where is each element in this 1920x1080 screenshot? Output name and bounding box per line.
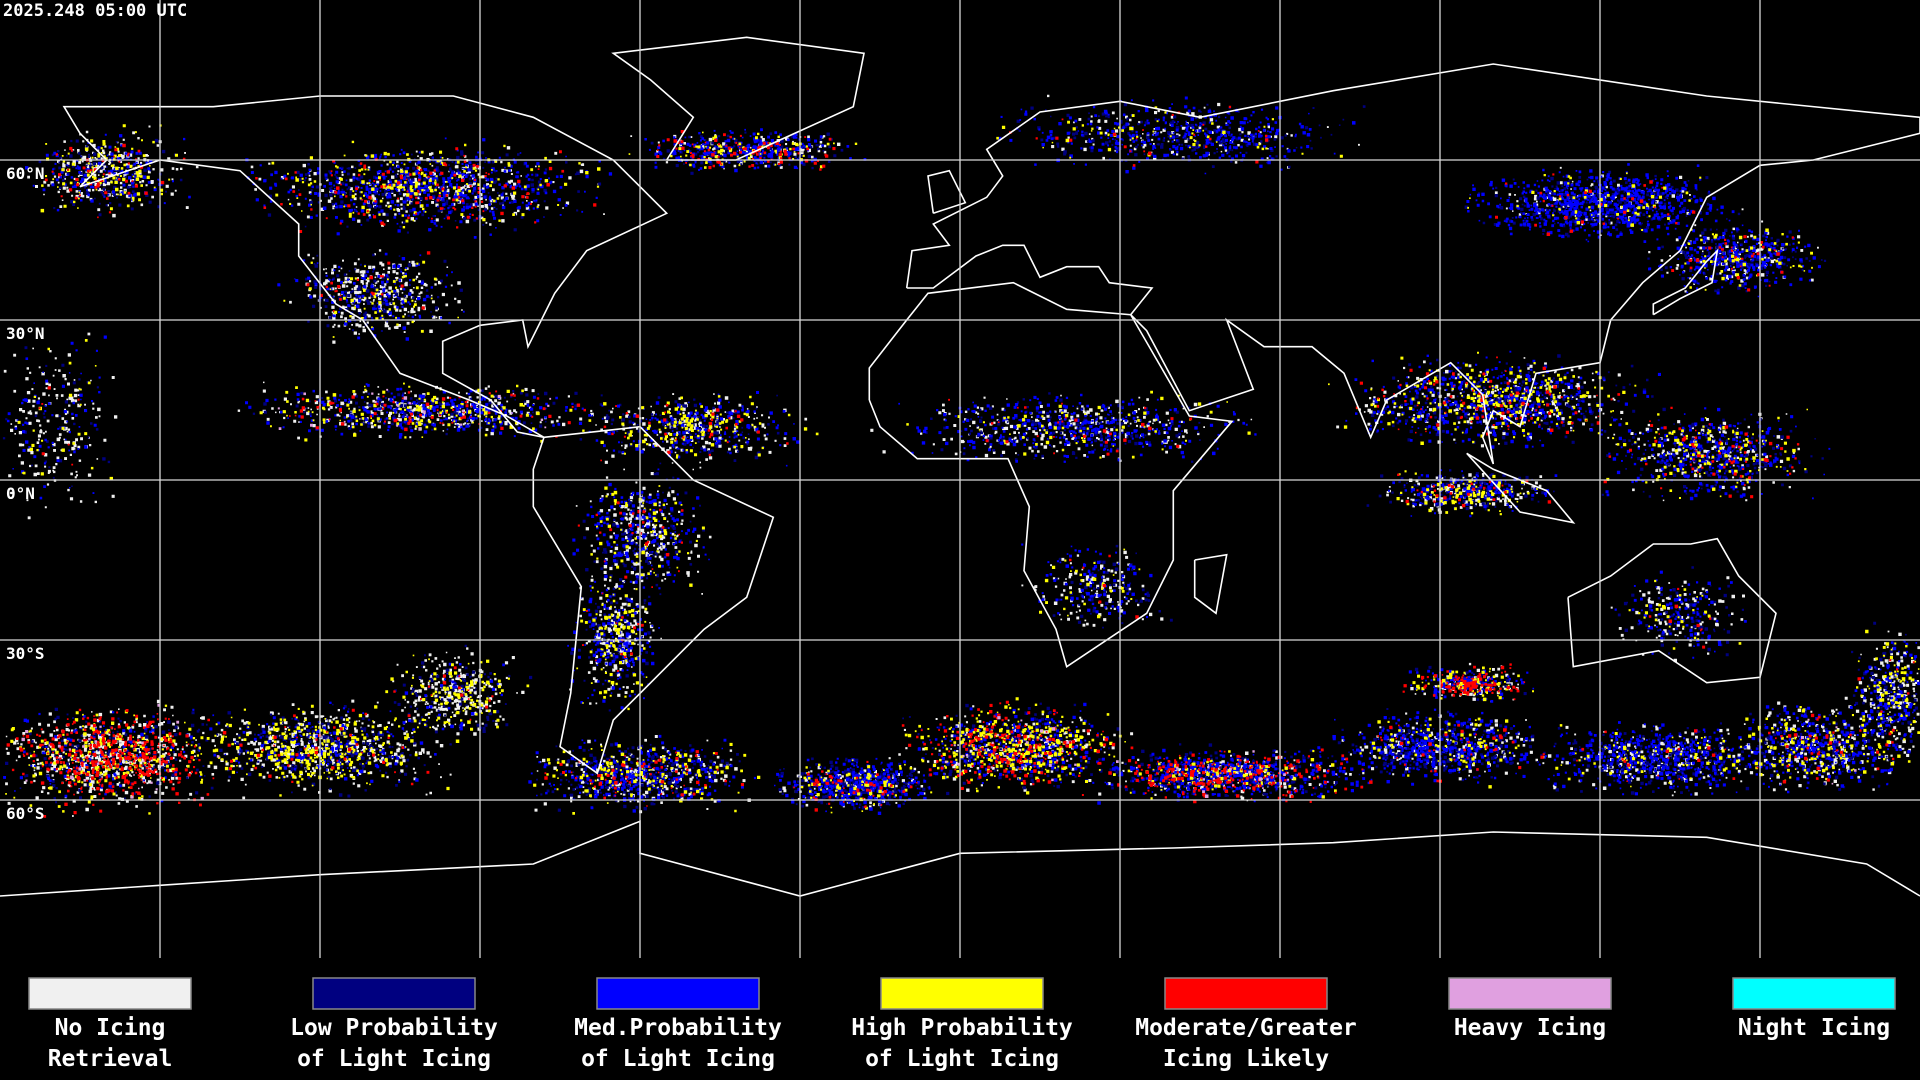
coastline [532, 425, 775, 775]
graticule [0, 0, 1920, 958]
legend-label: Moderate/Greater [1135, 1015, 1357, 1041]
legend-label: of Light Icing [581, 1046, 775, 1072]
coastline [1652, 248, 1719, 316]
legend-label: Retrieval [48, 1046, 173, 1072]
legend-label: No Icing [55, 1015, 166, 1041]
coastline [1193, 553, 1228, 615]
legend-swatch [312, 977, 476, 1010]
legend-label: Night Icing [1738, 1015, 1890, 1041]
latitude-label: 60°S [6, 804, 45, 823]
timestamp: 2025.248 05:00 UTC [3, 1, 187, 21]
latitude-label: 30°S [6, 644, 45, 663]
legend-swatch [1448, 977, 1612, 1010]
coastline [1466, 452, 1576, 524]
coastline [611, 36, 865, 161]
latitude-label: 30°N [6, 324, 45, 343]
legend-label: Low Probability [290, 1015, 498, 1041]
legend-label: High Probability [851, 1015, 1073, 1041]
legend-label: of Light Icing [297, 1046, 491, 1072]
coastline [1567, 537, 1777, 684]
coastline [0, 820, 1920, 897]
legend-swatch [28, 977, 192, 1010]
legend-swatch [596, 977, 760, 1010]
coastline [62, 95, 669, 439]
legend-label: Icing Likely [1163, 1046, 1329, 1072]
map-labels: 60°N 30°N 0°N 30°S 60°S [6, 164, 45, 823]
legend: No Icing Retrieval Low Probability of Light… [28, 977, 1896, 1072]
legend-label: Med.Probability [574, 1015, 782, 1041]
legend-label: of Light Icing [865, 1046, 1059, 1072]
coastline [927, 169, 967, 215]
legend-swatch [1164, 977, 1328, 1010]
legend-label: Heavy Icing [1454, 1015, 1606, 1041]
latitude-label: 60°N [6, 164, 45, 183]
coastline [868, 281, 1234, 668]
legend-swatch [1732, 977, 1896, 1010]
latitude-label: 0°N [6, 484, 35, 503]
legend-swatch [880, 977, 1044, 1010]
